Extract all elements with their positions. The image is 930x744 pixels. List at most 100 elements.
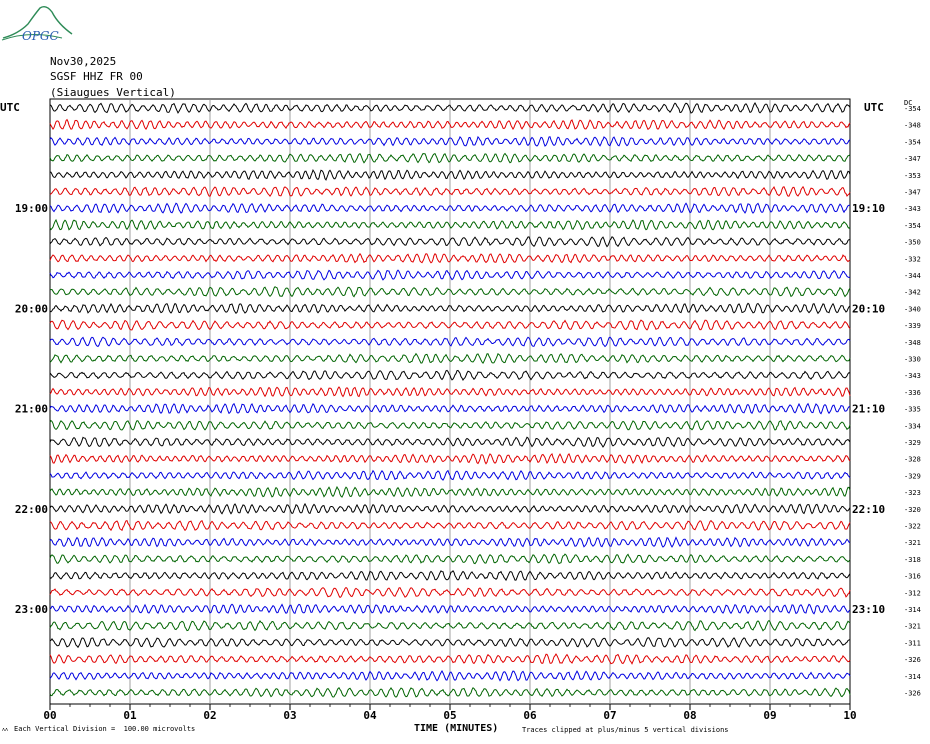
dc-offset-label: -311 — [904, 639, 921, 647]
dc-offset-label: -342 — [904, 289, 921, 297]
dc-offset-label: -321 — [904, 539, 921, 547]
dc-offset-label: -347 — [904, 189, 921, 197]
trace-line — [49, 553, 851, 565]
dc-offset-label: -329 — [904, 472, 921, 480]
trace-line — [49, 319, 851, 331]
right-utc-label: UTC — [864, 101, 884, 114]
dc-offset-label: -326 — [904, 690, 921, 698]
dc-offset-label: -328 — [904, 456, 921, 464]
time-label-right: 23:10 — [852, 603, 885, 616]
trace-line — [49, 452, 851, 465]
trace-line — [49, 236, 851, 248]
dc-offset-label: -321 — [904, 623, 921, 631]
opgc-logo: OPGC — [1, 5, 73, 43]
x-tick-label: 06 — [523, 709, 537, 722]
trace-line — [49, 519, 851, 532]
x-tick-label: 00 — [43, 709, 56, 722]
x-tick-label: 09 — [763, 709, 776, 722]
dc-offset-label: -340 — [904, 305, 921, 313]
trace-line — [49, 101, 851, 114]
trace-line — [49, 469, 851, 481]
dc-offset-label: -332 — [904, 255, 921, 263]
header-date: Nov30,2025 — [50, 55, 117, 68]
dc-offset-label: -322 — [904, 523, 921, 531]
trace-line — [49, 419, 851, 431]
trace-line — [49, 218, 851, 231]
dc-offset-label: -314 — [904, 606, 921, 614]
dc-header: DC — [904, 99, 912, 107]
time-grid — [49, 98, 851, 710]
x-tick-label: 08 — [683, 709, 696, 722]
time-label-right: 22:10 — [852, 503, 885, 516]
dc-offset-label: -334 — [904, 422, 921, 430]
trace-line — [49, 168, 851, 181]
hour-label-left: 23:00 — [15, 603, 48, 616]
trace-line — [49, 485, 851, 498]
time-label-right: 20:10 — [852, 302, 885, 315]
trace-line — [49, 619, 851, 632]
logo-text: OPGC — [22, 29, 59, 43]
dc-offset-label: -312 — [904, 589, 921, 597]
logo-mountain-icon — [2, 5, 73, 39]
header-station: SGSF HHZ FR 00 — [50, 70, 143, 83]
dc-offset-label: -354 — [904, 105, 921, 113]
trace-line — [49, 302, 851, 315]
trace-line — [49, 202, 850, 214]
x-tick-label: 05 — [443, 709, 456, 722]
scale-note: Each Vertical Division = 100.00 microvol… — [14, 725, 196, 733]
dc-offset-label: -323 — [904, 489, 921, 497]
trace-line — [49, 369, 851, 381]
hour-label-left: 19:00 — [15, 202, 48, 215]
trace-line — [49, 118, 851, 131]
trace-line — [49, 653, 851, 665]
dc-offset-label: -316 — [904, 573, 921, 581]
dc-offset-label: -318 — [904, 556, 921, 564]
trace-line — [49, 352, 851, 364]
dc-offset-label: -335 — [904, 406, 921, 414]
time-label-right: 21:10 — [852, 403, 885, 416]
dc-offset-label: -348 — [904, 122, 921, 130]
trace-group — [49, 101, 851, 698]
x-tick-label: 07 — [603, 709, 616, 722]
footer-mark: ʌʌ — [2, 727, 9, 733]
x-tick-label: 01 — [123, 709, 137, 722]
hour-label-left: 20:00 — [15, 302, 48, 315]
x-tick-label: 03 — [283, 709, 296, 722]
dc-offset-label: -320 — [904, 506, 921, 514]
trace-line — [49, 336, 851, 348]
x-tick-label: 04 — [363, 709, 377, 722]
dc-offset-label: -344 — [904, 272, 921, 280]
trace-line — [49, 686, 851, 698]
trace-line — [49, 586, 851, 599]
hour-label-left: 22:00 — [15, 503, 48, 516]
trace-line — [50, 286, 851, 298]
trace-line — [49, 669, 851, 682]
dc-offset-label: -348 — [904, 339, 921, 347]
dc-offset-label: -343 — [904, 205, 921, 213]
time-label-right: 19:10 — [852, 202, 885, 215]
trace-line — [49, 637, 851, 649]
trace-line — [49, 569, 851, 582]
dc-offset-label: -343 — [904, 372, 921, 380]
dc-offset-label: -339 — [904, 322, 921, 330]
trace-line — [49, 502, 851, 515]
trace-line — [49, 269, 851, 281]
x-tick-label: 02 — [203, 709, 216, 722]
dc-offset-label: -329 — [904, 439, 921, 447]
dc-offset-label: -350 — [904, 239, 921, 247]
left-utc-label: UTC — [0, 101, 20, 114]
scale-note-wrapper: ʌʌ Each Vertical Division = 100.00 microv… — [2, 725, 195, 733]
trace-line — [49, 252, 851, 264]
axis-labels: 00 01 02 03 04 05 06 07 08 09 10 -354 -348 -354 -347 -3… — [0, 99, 921, 722]
dc-offset-label: -326 — [904, 656, 921, 664]
dc-offset-label: -354 — [904, 138, 921, 146]
x-axis-title: TIME (MINUTES) — [414, 723, 499, 734]
logo-swoosh-icon — [1, 34, 63, 41]
hour-label-left: 21:00 — [15, 403, 48, 416]
dc-offset-label: -336 — [904, 389, 921, 397]
dc-offset-label: -314 — [904, 673, 921, 681]
dc-offset-label: -353 — [904, 172, 921, 180]
dc-offset-label: -354 — [904, 222, 921, 230]
header-component: (Siaugues Vertical) — [50, 86, 176, 99]
